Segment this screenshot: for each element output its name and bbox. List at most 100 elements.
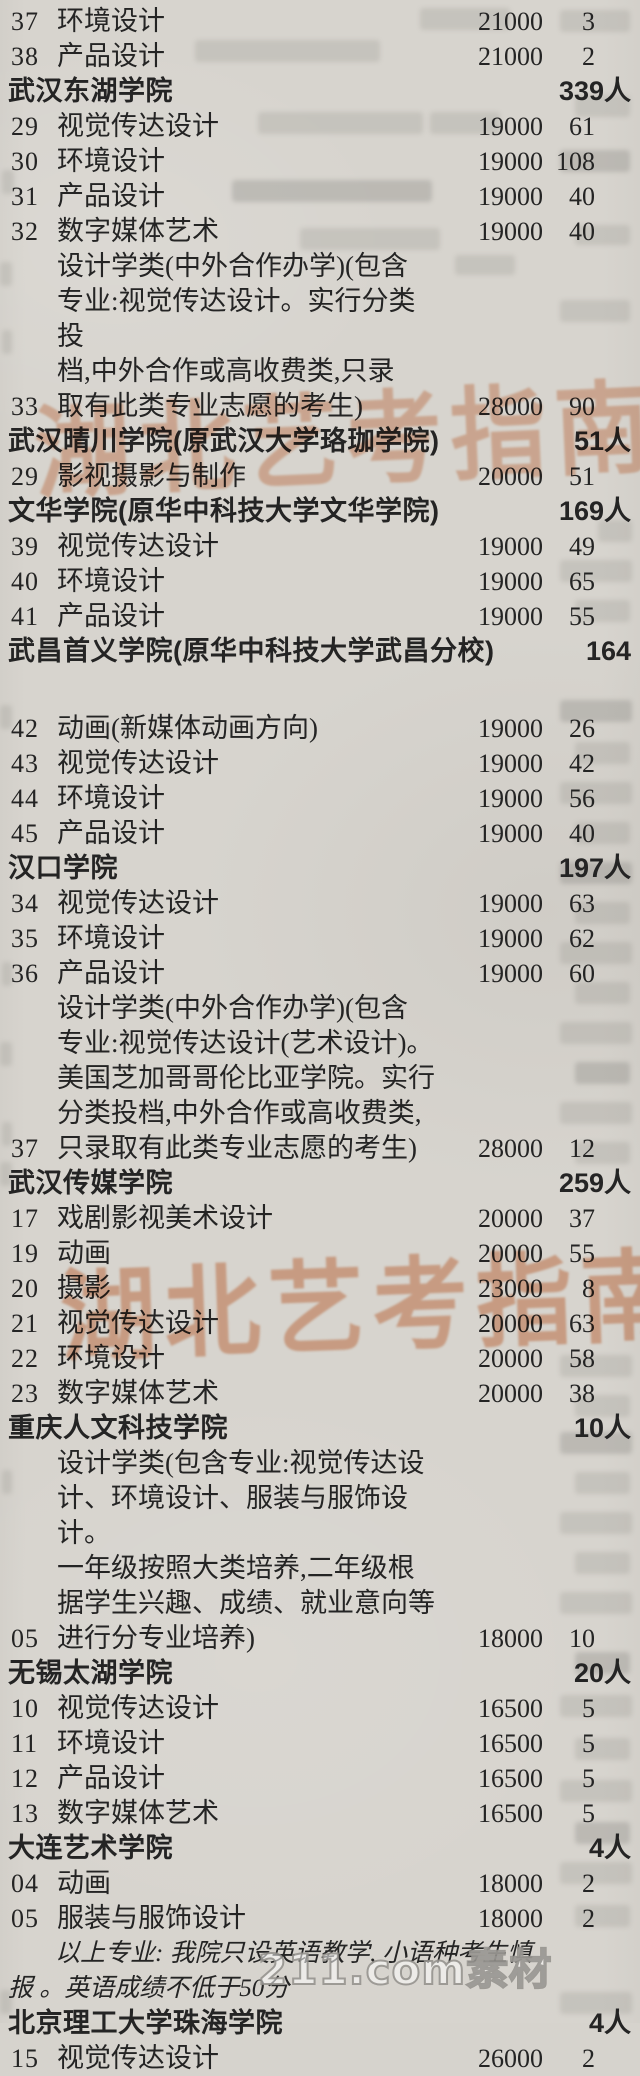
tuition-fee: 19000 — [478, 147, 543, 176]
bleed-through-ghost — [560, 1512, 632, 1534]
bleed-through-ghost — [575, 95, 630, 117]
school-total-count: 4人 — [588, 2008, 631, 2038]
program-row: 31 产品设计 19000 40 — [0, 179, 640, 214]
program-row: 37 环境设计 21000 3 — [0, 4, 640, 39]
program-name: 设计学类(中外合作办学)(包含 专业:视觉传达设计。实行分类投 档,中外合作或高收费… — [57, 249, 435, 424]
program-name-line: 档,中外合作或高收费类,只录 — [57, 356, 395, 386]
program-code: 13 — [11, 1799, 39, 1828]
tuition-fee: 19000 — [478, 889, 543, 918]
admit-count: 5 — [582, 1764, 595, 1793]
bleed-through-ghost — [560, 1862, 632, 1884]
tuition-fee: 28000 — [478, 392, 543, 421]
bleed-through-ghost — [560, 560, 632, 582]
program-code: 37 — [11, 7, 39, 36]
program-name: 设计学类(中外合作办学)(包含 专业:视觉传达设计(艺术设计)。 美国芝加哥哥伦比亚… — [57, 991, 435, 1166]
program-row: 41 产品设计 19000 55 — [0, 599, 640, 634]
program-name-line: 一年级按照大类培养,二年级根 — [57, 1553, 415, 1583]
program-code: 15 — [11, 2044, 39, 2073]
admit-count: 63 — [569, 889, 595, 918]
program-name-line: 专业:视觉传达设计。实行分类投 — [57, 286, 416, 351]
tuition-fee: 28000 — [478, 1134, 543, 1163]
school-total-count: 339人 — [558, 76, 631, 106]
program-name-line: 视觉传达设计 — [57, 111, 219, 141]
program-name-line: 动画 — [57, 1868, 111, 1898]
program-name-line: 数字媒体艺术 — [57, 1378, 219, 1408]
tuition-fee: 20000 — [478, 1344, 543, 1373]
program-row: 43 视觉传达设计 19000 42 — [0, 746, 640, 781]
program-code: 45 — [11, 819, 39, 848]
program-code: 41 — [11, 602, 39, 631]
bleed-through-ghost — [560, 1695, 632, 1717]
program-name-line: 设计学类(包含专业:视觉传达设 — [57, 1448, 425, 1478]
bleed-through-ghost — [560, 1992, 632, 2014]
admit-count: 10 — [569, 1624, 595, 1653]
school-name: 汉口学院 — [8, 853, 118, 883]
school-total-count: 259人 — [558, 1168, 631, 1198]
admit-count: 90 — [569, 392, 595, 421]
admit-count: 5 — [582, 1694, 595, 1723]
admit-count: 2 — [582, 2044, 595, 2073]
tuition-fee: 19000 — [478, 924, 543, 953]
program-name: 设计学类(包含专业:视觉传达设计、环境设计、服装与服饰设计。一年级按照大类培养,… — [57, 1446, 435, 1656]
bleed-through-ghost — [560, 1355, 632, 1377]
school-name: 北京理工大学珠海学院 — [8, 2008, 283, 2038]
admit-count: 51 — [569, 462, 595, 491]
program-name-line: 视觉传达设计 — [57, 748, 219, 778]
tuition-fee: 26000 — [478, 2044, 543, 2073]
tuition-fee: 21000 — [478, 42, 543, 71]
program-code: 17 — [11, 1204, 39, 1233]
school-total-count: 51人 — [573, 426, 631, 456]
bleed-through-ghost — [560, 10, 630, 32]
program-row: 44 环境设计 19000 56 — [0, 781, 640, 816]
tuition-fee: 19000 — [478, 749, 543, 778]
tuition-fee: 16500 — [478, 1764, 543, 1793]
program-code: 19 — [11, 1239, 39, 1268]
program-code: 04 — [11, 1869, 39, 1898]
admit-count: 60 — [569, 959, 595, 988]
tuition-fee: 19000 — [478, 567, 543, 596]
program-name: 环境设计 — [57, 921, 435, 956]
bleed-through-ghost — [455, 255, 515, 275]
bleed-through-ghost — [560, 1592, 632, 1614]
program-row: 39 视觉传达设计 19000 49 — [0, 529, 640, 564]
admit-count: 63 — [569, 1309, 595, 1338]
bleed-through-ghost — [232, 180, 432, 202]
program-row: 38 产品设计 21000 2 — [0, 39, 640, 74]
program-code: 23 — [11, 1379, 39, 1408]
admissions-table: 37 环境设计 21000 3 38 产品设计 21000 2 武汉东湖学院 339人 29 视觉传达… — [0, 4, 640, 2076]
bleed-through-ghost — [0, 1042, 12, 1066]
bleed-through-ghost — [598, 520, 632, 542]
program-name: 视觉传达设计 — [57, 2041, 435, 2076]
program-name-line: 专业:视觉传达设计(艺术设计)。 — [57, 1028, 434, 1058]
admit-count: 5 — [582, 1729, 595, 1758]
school-row: 重庆人文科技学院 10人 — [0, 1411, 640, 1446]
program-name: 产品设计 — [57, 1761, 435, 1796]
program-name-line: 进行分专业培养) — [57, 1623, 255, 1653]
bleed-through-ghost — [560, 700, 632, 722]
program-row: 05 服装与服饰设计 18000 2 — [0, 1901, 640, 1936]
program-code: 10 — [11, 1694, 39, 1723]
bleed-through-ghost — [575, 902, 630, 924]
program-name-line: 服装与服饰设计 — [57, 1903, 246, 1933]
program-name-line: 影视摄影与制作 — [57, 461, 246, 491]
tuition-fee: 20000 — [478, 462, 543, 491]
program-name-line: 计、环境设计、服装与服饰设计。 — [57, 1483, 408, 1548]
tuition-fee: 19000 — [478, 602, 543, 631]
program-row: 23 数字媒体艺术 20000 38 — [0, 1376, 640, 1411]
school-total-count: 197人 — [558, 853, 631, 883]
school-total-count: 20人 — [573, 1658, 631, 1688]
program-code: 29 — [11, 462, 39, 491]
admit-count: 2 — [582, 1904, 595, 1933]
bleed-through-ghost — [0, 1990, 12, 2014]
program-name: 戏剧影视美术设计 — [57, 1201, 435, 1236]
program-name: 产品设计 — [57, 816, 435, 851]
program-name: 数字媒体艺术 — [57, 214, 435, 249]
tuition-fee: 16500 — [478, 1799, 543, 1828]
admit-count: 108 — [556, 147, 595, 176]
program-row: 12 产品设计 16500 5 — [0, 1761, 640, 1796]
tuition-fee: 18000 — [478, 1869, 543, 1898]
admit-count: 40 — [569, 217, 595, 246]
school-row: 武昌首义学院(原华中科技大学武昌分校) 164 — [0, 634, 640, 669]
admit-count: 49 — [569, 532, 595, 561]
